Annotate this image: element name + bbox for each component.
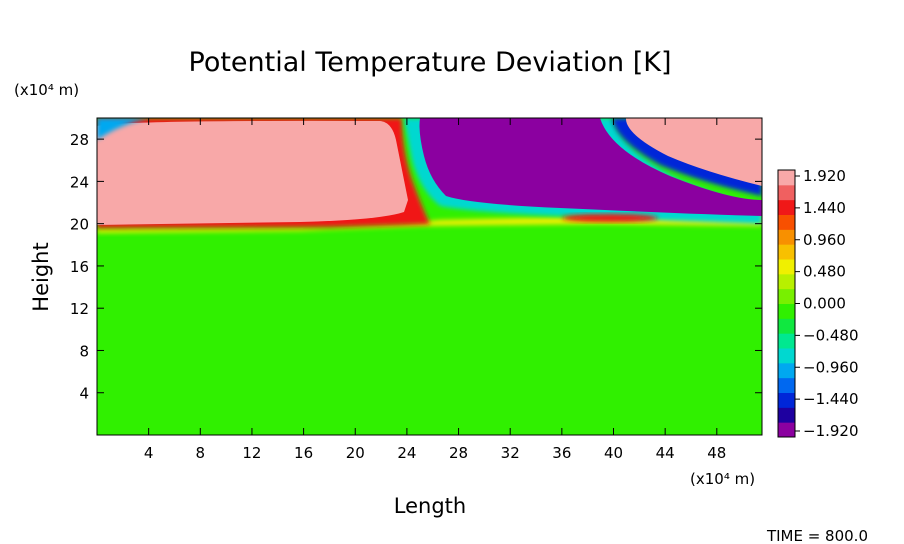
colorbar-swatch [778, 229, 795, 245]
colorbar-swatch [778, 303, 795, 319]
colorbar-swatch [778, 170, 795, 186]
colorbar-swatch [778, 362, 795, 379]
colorbar-label: 1.920 [803, 167, 846, 185]
y-tick-label: 8 [79, 342, 89, 360]
plot-area [97, 118, 762, 435]
x-tick-label: 20 [346, 444, 365, 462]
y-tick-label: 4 [79, 385, 89, 403]
x-tick-label: 16 [294, 444, 313, 462]
x-tick-label: 32 [501, 444, 520, 462]
heatmap-right-lobe [625, 118, 762, 186]
x-tick-label: 44 [656, 444, 675, 462]
x-unit-label: (x10⁴ m) [690, 470, 755, 488]
y-tick-label: 12 [70, 300, 89, 318]
colorbar-swatch [778, 259, 795, 275]
x-tick-label: 8 [196, 444, 206, 462]
heatmap-trough [419, 118, 762, 216]
colorbar-label: 1.440 [803, 199, 846, 217]
x-tick-label: 40 [604, 444, 623, 462]
colorbar-label: 0.960 [803, 231, 846, 249]
colorbar-swatch [778, 244, 795, 260]
colorbar-label: −0.480 [803, 326, 859, 344]
y-unit-label: (x10⁴ m) [14, 81, 79, 99]
colorbar-swatch [778, 348, 795, 364]
colorbar-label: −1.920 [803, 422, 859, 440]
x-axis-label: Length [394, 494, 466, 518]
colorbar-label: 0.000 [803, 295, 846, 313]
colorbar-swatch [778, 273, 795, 290]
colorbar: 1.920 1.440 0.960 0.480 0.000 −0.480 −0.960 −1.… [777, 167, 859, 440]
x-axis: 4 8 12 16 20 24 28 32 36 40 44 48 [144, 118, 726, 462]
y-tick-label: 20 [70, 216, 89, 234]
colorbar-label: 0.480 [803, 263, 846, 281]
colorbar-swatch [778, 377, 795, 393]
plot-frame [96, 117, 763, 436]
colorbar-swatch [778, 184, 795, 201]
x-tick-label: 36 [552, 444, 571, 462]
y-axis: 4 8 12 16 20 24 28 [70, 131, 762, 403]
y-tick-label: 28 [70, 131, 89, 149]
colorbar-swatch [778, 318, 795, 334]
heatmap-red-streak [562, 214, 658, 222]
colorbar-swatch [778, 214, 795, 230]
colorbar-swatch [778, 199, 795, 215]
x-tick-label: 28 [449, 444, 468, 462]
y-axis-label: Height [29, 242, 53, 311]
chart-title: Potential Temperature Deviation [K] [189, 47, 672, 78]
time-annotation: TIME = 800.0 [766, 527, 868, 544]
colorbar-swatch [778, 407, 795, 423]
colorbar-swatch [778, 392, 795, 408]
x-tick-label: 4 [144, 444, 154, 462]
colorbar-swatch [778, 333, 795, 349]
heatmap-corner-streak [97, 118, 150, 140]
heatmap-left-lobe [97, 120, 408, 225]
colorbar-swatch [778, 422, 795, 438]
colorbar-label: −0.960 [803, 358, 859, 376]
colorbar-label: −1.440 [803, 390, 859, 408]
y-tick-label: 16 [70, 258, 89, 276]
colorbar-swatch [778, 288, 795, 304]
x-tick-label: 48 [707, 444, 726, 462]
x-tick-label: 24 [397, 444, 416, 462]
y-tick-label: 24 [70, 173, 89, 191]
x-tick-label: 12 [242, 444, 261, 462]
